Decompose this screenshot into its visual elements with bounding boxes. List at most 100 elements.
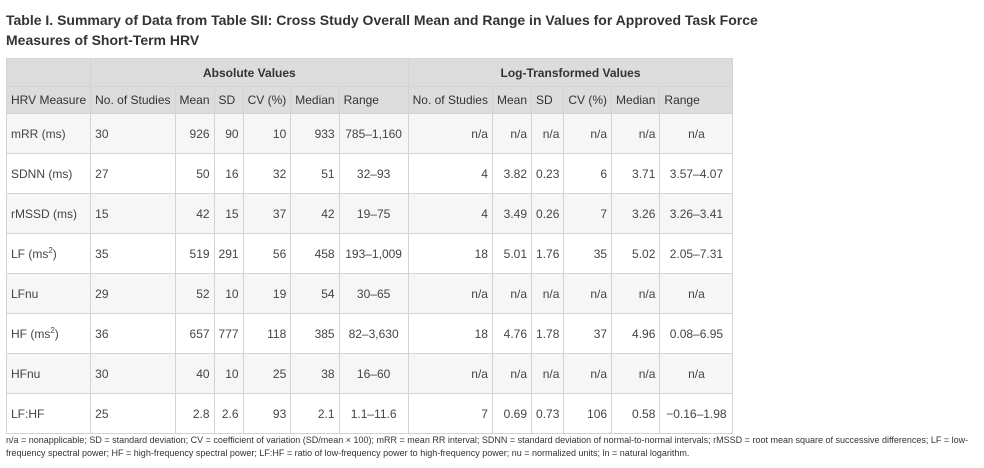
measure-label-tail: ) [52, 247, 57, 261]
log-value-cell: 4.76 [491, 313, 533, 354]
measure-superscript: 2 [50, 326, 55, 335]
log-value-cell: n/a [531, 273, 565, 314]
absolute-value-cell: 118 [242, 313, 292, 354]
log-value-cell: n/a [563, 113, 613, 154]
measure-label: LFnu [11, 287, 39, 301]
absolute-value-cell: 40 [174, 353, 215, 394]
absolute-value-cell: 38 [290, 353, 340, 394]
log-value-cell: n/a [659, 353, 734, 394]
table-row: HFnu 30 40 10 25 38 16–60 n/a n/a n/a n/a n/a n/a [5, 353, 734, 394]
column-header: Range [659, 86, 734, 114]
group-header-blank [5, 58, 92, 87]
log-value-cell: n/a [611, 353, 661, 394]
absolute-value-cell: 926 [174, 113, 215, 154]
log-value-cell: 1.76 [531, 233, 565, 274]
log-value-cell: 1.78 [531, 313, 565, 354]
absolute-value-cell: 90 [213, 113, 244, 154]
column-header: SD [531, 86, 565, 114]
table-footnote: n/a = nonapplicable; SD = standard devia… [6, 435, 969, 458]
log-value-cell: 3.71 [611, 153, 661, 194]
log-value-cell: 7 [563, 193, 613, 234]
absolute-value-cell: 10 [213, 353, 244, 394]
column-header: No. of Studies [407, 86, 493, 114]
absolute-value-cell: 29 [90, 273, 176, 314]
hrv-measure-cell: rMSSD (ms) [5, 193, 92, 234]
log-value-cell: n/a [611, 113, 661, 154]
absolute-value-cell: 777 [213, 313, 244, 354]
absolute-value-cell: 19–75 [338, 193, 409, 234]
absolute-value-cell: 30–65 [338, 273, 409, 314]
absolute-value-cell: 30 [90, 113, 176, 154]
absolute-value-cell: 1.1–11.6 [338, 393, 409, 434]
log-value-cell: 0.26 [531, 193, 565, 234]
log-value-cell: n/a [491, 273, 533, 314]
table-caption: Table I. Summary of Data from Table SII:… [6, 12, 758, 48]
log-value-cell: 4.96 [611, 313, 661, 354]
table-row: mRR (ms) 30 926 90 10 933 785–1,160 n/a n/a n/a n/… [5, 113, 734, 154]
absolute-value-cell: 82–3,630 [338, 313, 409, 354]
log-value-cell: n/a [407, 113, 493, 154]
log-value-cell: n/a [491, 113, 533, 154]
column-header: No. of Studies [90, 86, 176, 114]
log-value-cell: 0.73 [531, 393, 565, 434]
table-row: LFnu 29 52 10 19 54 30–65 n/a n/a n/a n/a n/a n/a [5, 273, 734, 314]
measure-superscript: 2 [48, 246, 53, 255]
column-header-row: HRV Measure No. of Studies Mean SD CV (%) Med… [5, 86, 734, 114]
absolute-value-cell: 19 [242, 273, 292, 314]
measure-label: HFnu [11, 367, 41, 381]
measure-label: LF:HF [11, 407, 45, 421]
log-value-cell: 4 [407, 193, 493, 234]
absolute-value-cell: 56 [242, 233, 292, 274]
column-header: SD [213, 86, 244, 114]
table-row: LF:HF 25 2.8 2.6 93 2.1 1.1–11.6 7 0.69 0.73 106 0.… [5, 393, 734, 434]
hrv-measure-cell: HF (ms2) [5, 313, 92, 354]
table-row: LF (ms2) 35 519 291 56 458 193–1,009 18 5.01 1.76… [5, 233, 734, 274]
log-value-cell: 2.05–7.31 [659, 233, 734, 274]
absolute-value-cell: 30 [90, 353, 176, 394]
log-value-cell: n/a [659, 273, 734, 314]
absolute-value-cell: 15 [213, 193, 244, 234]
log-value-cell: 7 [407, 393, 493, 434]
absolute-value-cell: 15 [90, 193, 176, 234]
absolute-value-cell: 54 [290, 273, 340, 314]
absolute-value-cell: 10 [242, 113, 292, 154]
hrv-summary-table: Absolute Values Log-Transformed Values H… [5, 58, 734, 434]
hrv-measure-cell: LFnu [5, 273, 92, 314]
absolute-value-cell: 42 [174, 193, 215, 234]
measure-label: SDNN (ms) [11, 167, 73, 181]
absolute-value-cell: 36 [90, 313, 176, 354]
log-value-cell: 18 [407, 233, 493, 274]
group-header-log: Log-Transformed Values [407, 58, 734, 87]
measure-label: mRR (ms) [11, 127, 66, 141]
log-value-cell: n/a [531, 113, 565, 154]
absolute-value-cell: 16–60 [338, 353, 409, 394]
group-header-row: Absolute Values Log-Transformed Values [5, 58, 734, 87]
absolute-value-cell: 93 [242, 393, 292, 434]
column-header: Mean [174, 86, 215, 114]
measure-label: LF (ms [11, 247, 49, 261]
column-header: CV (%) [563, 86, 613, 114]
absolute-value-cell: 27 [90, 153, 176, 194]
log-value-cell: n/a [659, 113, 734, 154]
absolute-value-cell: 657 [174, 313, 215, 354]
log-value-cell: 4 [407, 153, 493, 194]
log-value-cell: n/a [531, 353, 565, 394]
log-value-cell: n/a [491, 353, 533, 394]
column-header: Median [290, 86, 340, 114]
absolute-value-cell: 25 [242, 353, 292, 394]
absolute-value-cell: 785–1,160 [338, 113, 409, 154]
log-value-cell: n/a [611, 273, 661, 314]
measure-label: HF (ms [11, 327, 51, 341]
absolute-value-cell: 32–93 [338, 153, 409, 194]
absolute-value-cell: 458 [290, 233, 340, 274]
absolute-value-cell: 193–1,009 [338, 233, 409, 274]
log-value-cell: 0.58 [611, 393, 661, 434]
absolute-value-cell: 52 [174, 273, 215, 314]
absolute-value-cell: 2.1 [290, 393, 340, 434]
absolute-value-cell: 25 [90, 393, 176, 434]
measure-label-tail: ) [54, 327, 59, 341]
log-value-cell: n/a [407, 353, 493, 394]
log-value-cell: 37 [563, 313, 613, 354]
column-header: CV (%) [242, 86, 292, 114]
